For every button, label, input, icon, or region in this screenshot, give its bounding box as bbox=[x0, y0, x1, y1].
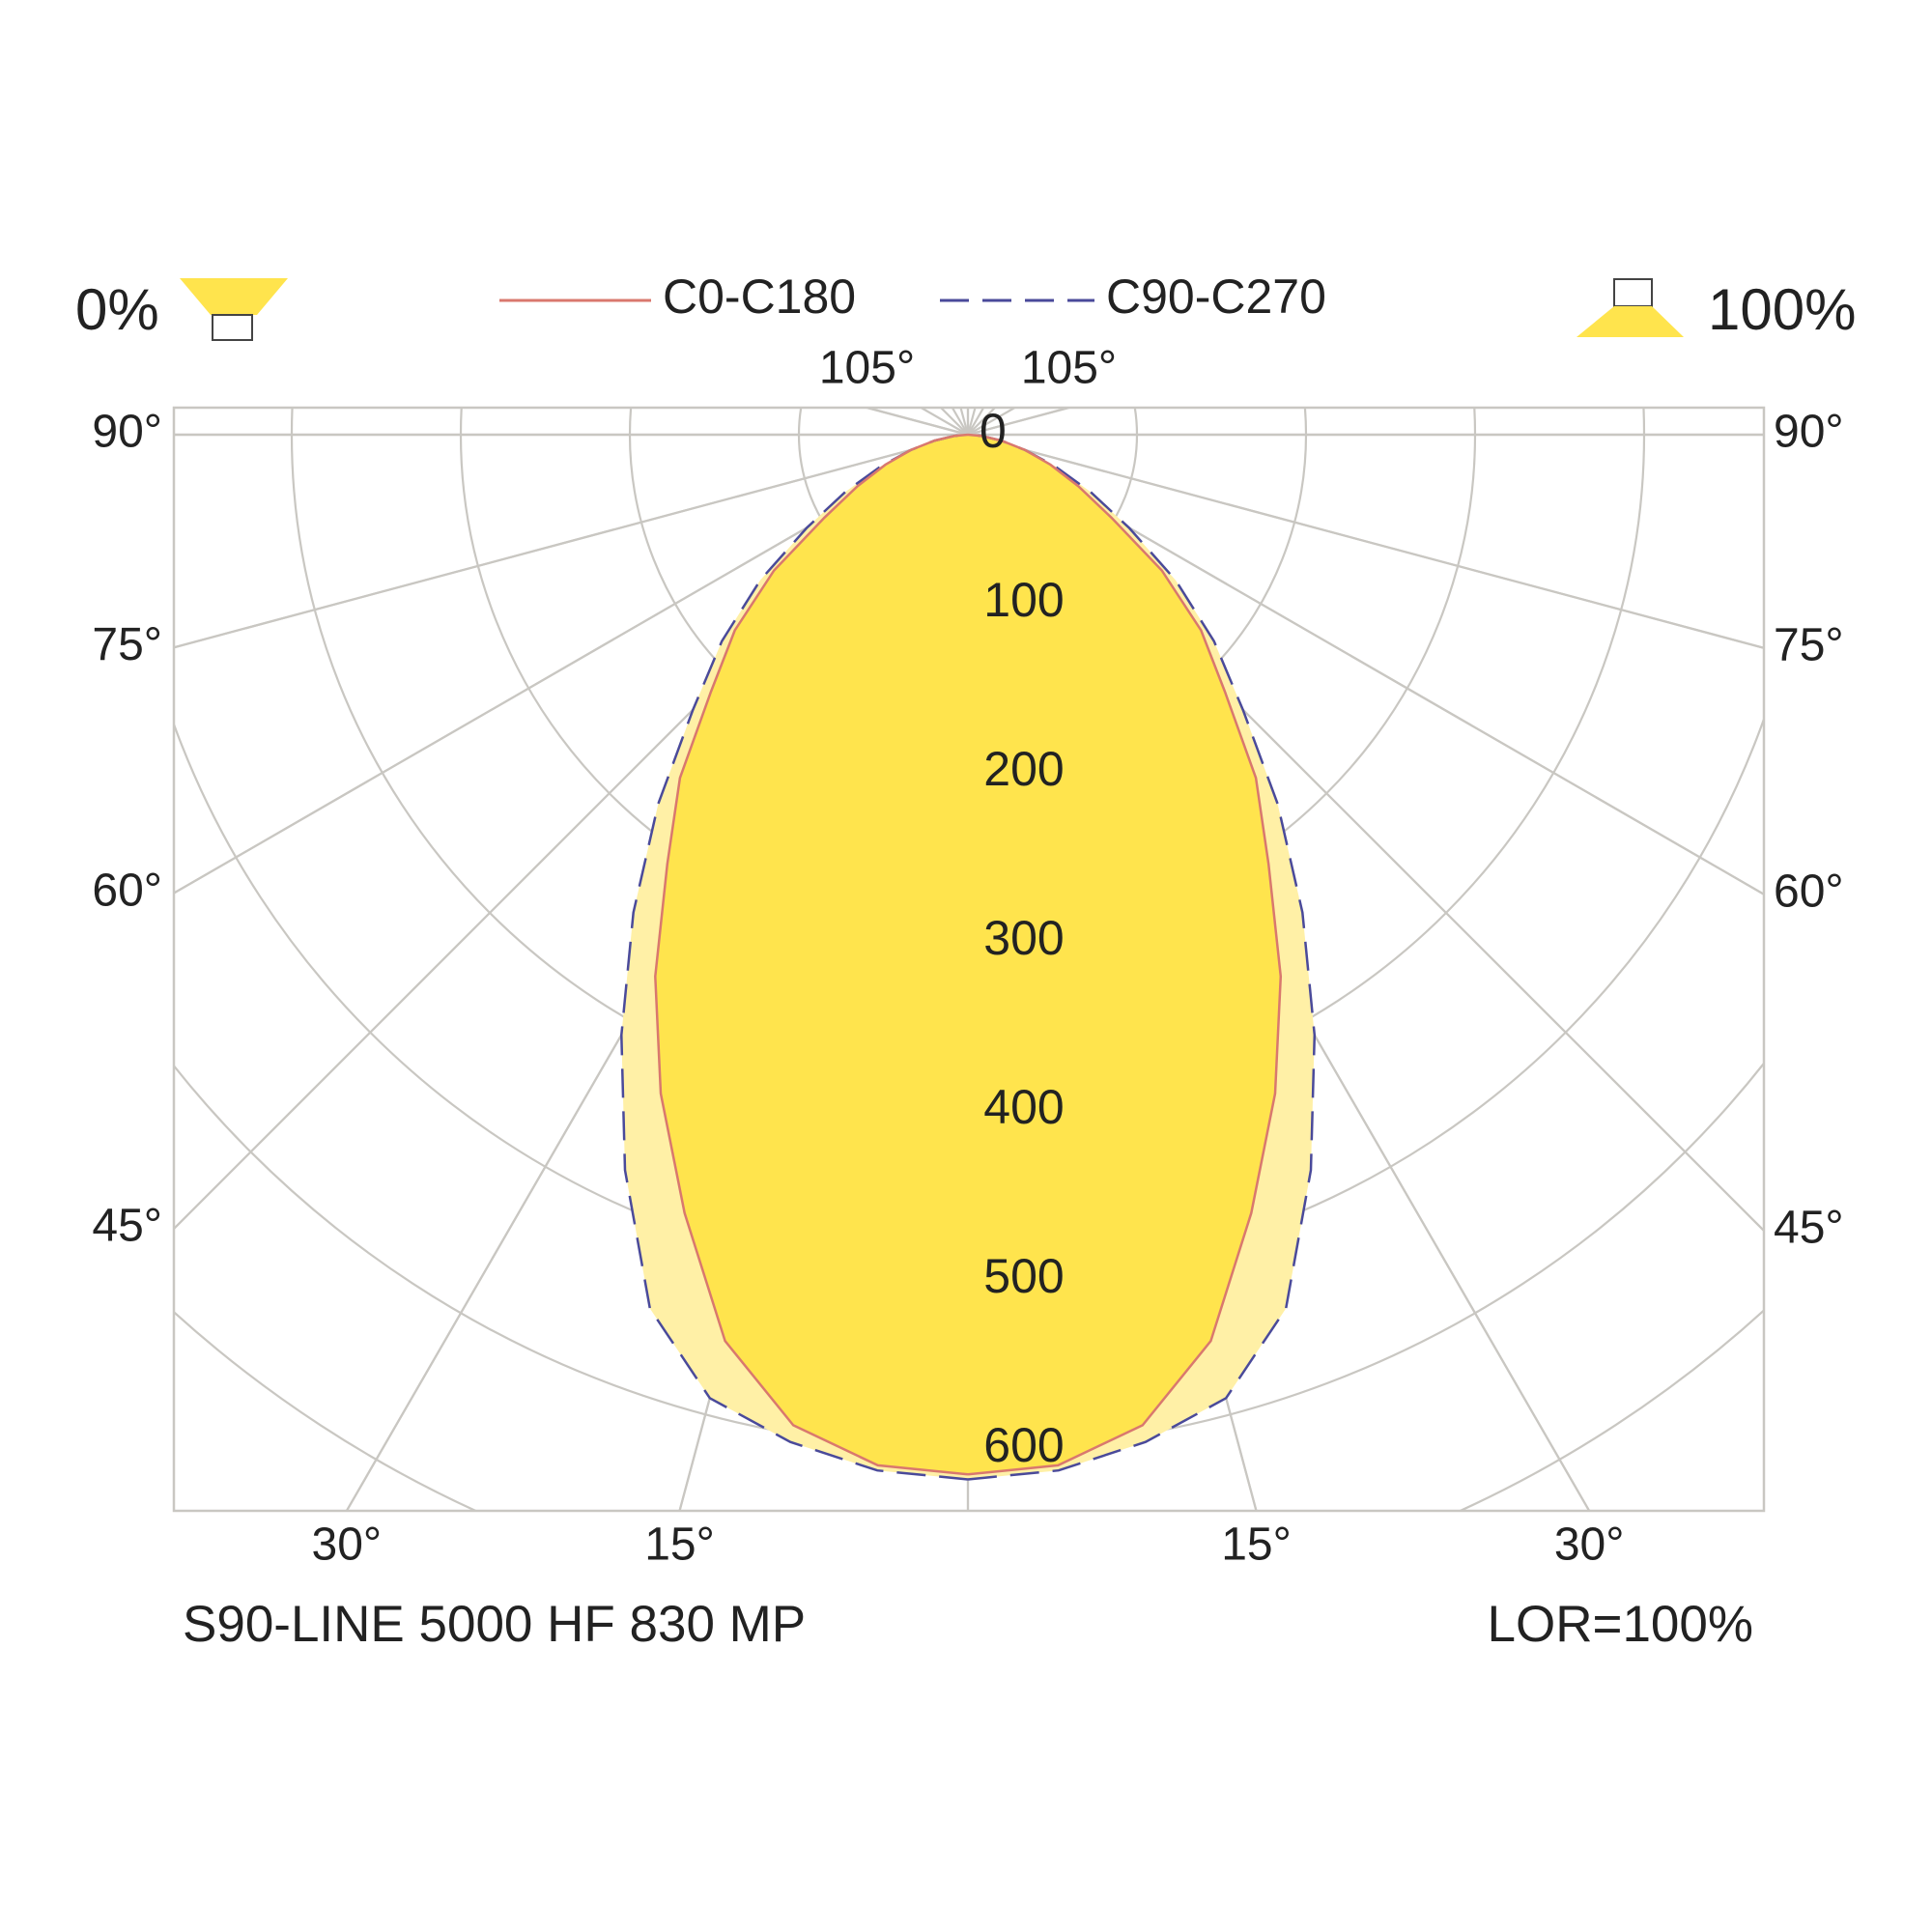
upward-ratio: 0% bbox=[75, 277, 159, 342]
upward-icon bbox=[180, 278, 288, 315]
curve-line bbox=[967, 433, 1283, 1476]
labels: 0 100 200 300 400 500 600 15° 15° 30° 30° 45° 45° 60°… bbox=[92, 343, 1843, 1571]
curves bbox=[620, 433, 1317, 1481]
angle-tick-label: 15° bbox=[644, 1520, 715, 1571]
lor: LOR=100% bbox=[1488, 1596, 1753, 1653]
r-tick-label: 500 bbox=[983, 1249, 1064, 1303]
grid-ray bbox=[967, 408, 985, 436]
grid-ray bbox=[967, 408, 1069, 437]
angle-tick-label: 45° bbox=[92, 1201, 162, 1252]
r-tick-label: 100 bbox=[983, 573, 1064, 627]
grid-ray bbox=[966, 408, 977, 436]
r-tick-label: 600 bbox=[983, 1418, 1064, 1472]
angle-tick-label: 90° bbox=[92, 407, 162, 458]
product-name: S90-LINE 5000 HF 830 MP bbox=[183, 1596, 806, 1653]
luminaire-icon bbox=[212, 314, 253, 341]
curve-line bbox=[654, 433, 969, 1476]
grid-ray bbox=[174, 433, 969, 649]
legend-label: C0-C180 bbox=[663, 270, 856, 324]
curve-area bbox=[655, 435, 968, 1475]
r-tick-label: 0 bbox=[980, 404, 1007, 458]
downward-icon bbox=[1577, 306, 1684, 337]
angle-tick-label: 75° bbox=[1774, 619, 1844, 670]
angle-tick-label: 30° bbox=[1554, 1520, 1625, 1571]
angle-tick-label: 45° bbox=[1774, 1203, 1844, 1254]
grid-ray bbox=[959, 408, 970, 436]
legend: C0-C180 C90-C270 bbox=[499, 270, 1326, 324]
angle-tick-label: 60° bbox=[92, 865, 162, 916]
angle-tick-label: 90° bbox=[1774, 407, 1844, 458]
grid-ray bbox=[951, 408, 969, 436]
luminaire-icon bbox=[1613, 278, 1653, 307]
angle-tick-label: 75° bbox=[92, 619, 162, 670]
r-tick-label: 300 bbox=[983, 911, 1064, 965]
angle-tick-label: 15° bbox=[1221, 1520, 1292, 1571]
frame bbox=[172, 406, 1766, 1513]
grid-ray bbox=[920, 408, 969, 436]
grid-ray bbox=[967, 408, 1016, 436]
legend-label: C90-C270 bbox=[1106, 270, 1326, 324]
grid-ray bbox=[967, 433, 1764, 649]
angle-tick-label: 105° bbox=[819, 343, 915, 394]
angle-tick-label: 60° bbox=[1774, 866, 1844, 917]
curve-area bbox=[968, 435, 1281, 1475]
grid-ray bbox=[867, 408, 969, 437]
downward-ratio: 100% bbox=[1708, 277, 1856, 342]
angle-tick-label: 105° bbox=[1021, 343, 1117, 394]
grid-ray bbox=[967, 408, 996, 436]
r-tick-label: 400 bbox=[983, 1080, 1064, 1134]
grid-ray bbox=[940, 408, 969, 436]
r-tick-label: 200 bbox=[983, 742, 1064, 796]
angle-tick-label: 30° bbox=[312, 1520, 383, 1571]
